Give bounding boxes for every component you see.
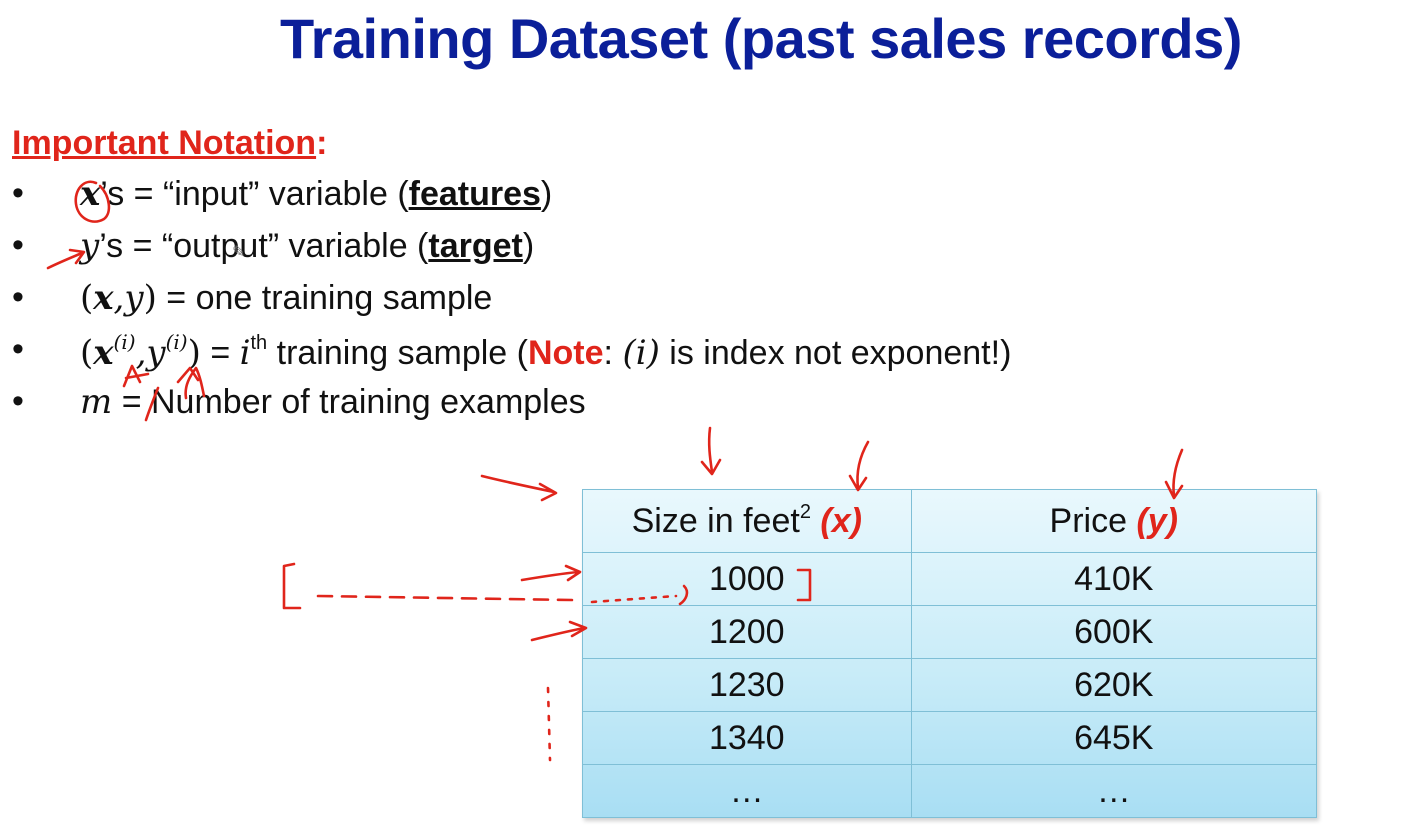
bullet-marker: • bbox=[12, 226, 24, 264]
header-price-label: Price bbox=[1049, 501, 1127, 540]
arrow-down-to-x-label-mark bbox=[848, 440, 870, 492]
bullet-marker: • bbox=[12, 382, 24, 420]
header-price-var: (y) bbox=[1136, 501, 1179, 540]
bullet-text: m = Number of training examples bbox=[80, 382, 586, 422]
table-header-row: Size in feet2 (x) Price (y) bbox=[582, 489, 1318, 553]
cell-size: … bbox=[582, 764, 912, 818]
note-colon: : bbox=[603, 334, 623, 372]
bullet-marker: • bbox=[12, 330, 24, 368]
table-row: 1000 410K bbox=[582, 552, 1318, 606]
bullet-text: (x,y) = one training sample bbox=[80, 278, 492, 318]
cell-price: … bbox=[910, 764, 1318, 818]
header-size: Size in feet2 (x) bbox=[582, 489, 912, 553]
bullet-ith-sample: • (x(i),y(i)) = ith training sample (Not… bbox=[0, 330, 1250, 382]
math-comma: , bbox=[135, 333, 147, 373]
definition-text: = “output” variable ( bbox=[123, 227, 429, 265]
math-superscript-i: (i) bbox=[113, 330, 136, 354]
note-label: Note bbox=[527, 334, 604, 372]
notation-heading: Important Notation: bbox=[12, 124, 327, 163]
definition-text: = one training sample bbox=[156, 279, 493, 317]
math-x: x bbox=[93, 333, 114, 373]
bracket-left-mark bbox=[282, 562, 302, 610]
bullet-num-examples: • m = Number of training examples bbox=[0, 382, 1250, 434]
cell-price: 645K bbox=[910, 711, 1318, 765]
arrow-to-second-row-mark bbox=[530, 620, 588, 642]
training-data-table: Size in feet2 (x) Price (y) 1000 410K 12… bbox=[582, 489, 1318, 818]
math-superscript-i: (i) bbox=[165, 330, 188, 354]
header-size-label: Size in feet bbox=[631, 502, 800, 540]
math-comma: , bbox=[113, 278, 125, 318]
bullet-input-variable: • x’s = “input” variable (features) bbox=[0, 174, 1250, 226]
bullet-output-variable: • y’s = “output” variable (target) bbox=[0, 226, 1250, 278]
slide-title: Training Dataset (past sales records) bbox=[280, 7, 1242, 70]
math-index-i: (i) bbox=[622, 333, 660, 373]
math-x: x bbox=[80, 174, 101, 214]
bullet-marker: • bbox=[12, 278, 24, 316]
definition-text: = “input” variable ( bbox=[124, 175, 409, 213]
math-x: x bbox=[93, 278, 114, 318]
math-open-paren: ( bbox=[80, 333, 94, 373]
arrow-to-first-row-mark bbox=[520, 564, 582, 582]
cell-size: 1340 bbox=[582, 711, 912, 765]
header-price: Price (y) bbox=[910, 489, 1318, 553]
cell-price: 410K bbox=[910, 552, 1318, 606]
dashed-connector-mark bbox=[316, 594, 574, 602]
math-i: i bbox=[239, 333, 251, 373]
cell-price: 620K bbox=[910, 658, 1318, 712]
header-size-var: (x) bbox=[820, 502, 862, 540]
pencil-cursor-icon: ✎ bbox=[232, 244, 246, 261]
close-paren: ) bbox=[540, 175, 553, 213]
vertical-dots-mark bbox=[546, 686, 552, 762]
math-y: y bbox=[80, 226, 100, 266]
definition-text: = Number of training examples bbox=[112, 383, 586, 421]
cell-size: 1000 bbox=[582, 552, 912, 606]
arrow-down-to-size-column-mark bbox=[700, 426, 722, 476]
bullet-text: x’s = “input” variable (features) bbox=[80, 174, 552, 214]
math-y: y bbox=[124, 278, 144, 318]
possessive: ’s bbox=[100, 175, 125, 213]
notation-heading-colon: : bbox=[316, 124, 328, 162]
definition-text: training sample ( bbox=[267, 334, 528, 372]
math-m: m bbox=[80, 382, 113, 422]
notation-heading-text: Important Notation bbox=[12, 124, 317, 162]
cell-price: 600K bbox=[910, 605, 1318, 659]
table-row: 1200 600K bbox=[582, 605, 1318, 659]
table-row: … … bbox=[582, 764, 1318, 818]
table-row: 1230 620K bbox=[582, 658, 1318, 712]
cell-size: 1230 bbox=[582, 658, 912, 712]
possessive: ’s bbox=[99, 227, 124, 265]
math-y: y bbox=[146, 333, 166, 373]
keyword-target: target bbox=[428, 227, 523, 265]
math-open-paren: ( bbox=[80, 278, 94, 318]
bullet-marker: • bbox=[12, 174, 24, 212]
note-text: is index not exponent!) bbox=[659, 334, 1012, 372]
bullet-text: (x(i),y(i)) = ith training sample (Note:… bbox=[80, 330, 1011, 373]
keyword-features: features bbox=[408, 175, 541, 213]
header-size-exponent: 2 bbox=[799, 501, 811, 523]
ordinal-th: th bbox=[250, 332, 268, 354]
notation-bullet-list: • x’s = “input” variable (features) • y’… bbox=[0, 174, 1250, 434]
arrow-to-table-mark bbox=[480, 474, 558, 502]
math-close-paren: ) bbox=[187, 333, 201, 373]
equals: = bbox=[200, 334, 240, 372]
math-close-paren: ) bbox=[143, 278, 157, 318]
bullet-training-sample: • (x,y) = one training sample bbox=[0, 278, 1250, 330]
close-paren: ) bbox=[522, 227, 535, 265]
cell-size: 1200 bbox=[582, 605, 912, 659]
table-row: 1340 645K bbox=[582, 711, 1318, 765]
bullet-text: y’s = “output” variable (target) bbox=[80, 226, 534, 266]
